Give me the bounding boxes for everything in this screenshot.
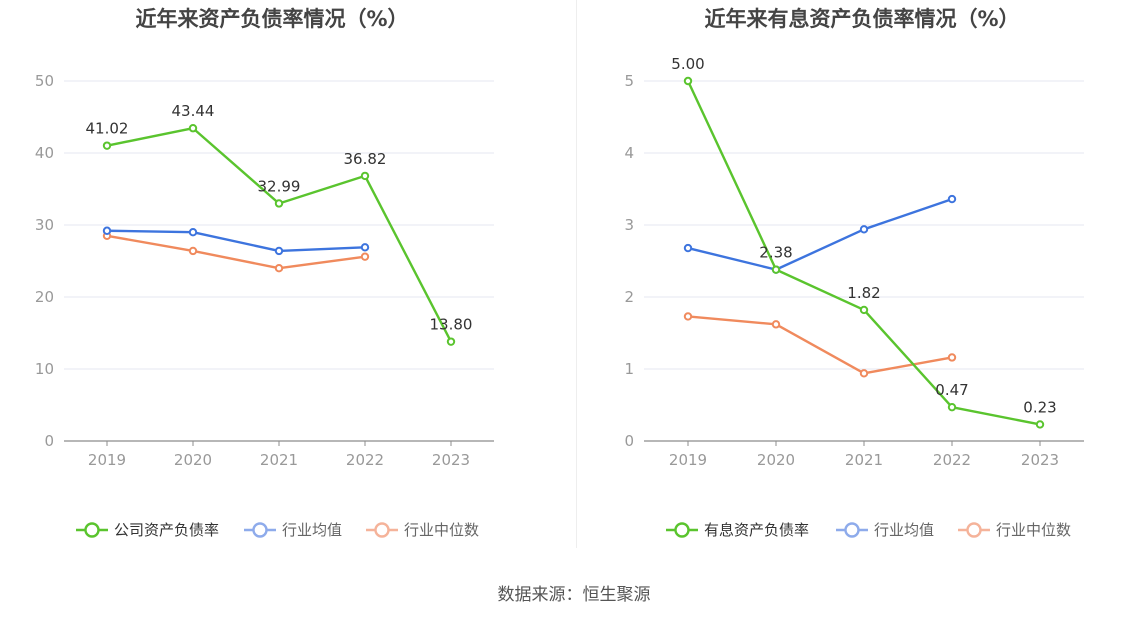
y-tick-label: 0 xyxy=(44,432,54,450)
data-point[interactable] xyxy=(102,141,112,150)
y-tick-label: 40 xyxy=(35,144,54,162)
y-tick-label: 50 xyxy=(35,72,54,90)
legend-marker xyxy=(252,522,268,538)
legend-marker xyxy=(844,522,860,538)
legend-label: 行业均值 xyxy=(874,521,934,539)
y-tick-label: 3 xyxy=(624,216,634,234)
data-point[interactable] xyxy=(274,246,284,256)
x-tick-label: 2021 xyxy=(845,451,883,469)
legend-item[interactable]: 有息资产负债率 xyxy=(666,521,809,539)
y-tick-label: 2 xyxy=(624,288,634,306)
data-point[interactable] xyxy=(771,320,781,329)
data-point[interactable] xyxy=(274,199,284,208)
y-tick-label: 0 xyxy=(624,432,634,450)
series-line xyxy=(106,127,453,343)
legend-label: 行业均值 xyxy=(282,521,342,539)
data-point[interactable] xyxy=(102,226,112,235)
legend-item[interactable]: 行业中位数 xyxy=(958,521,1071,539)
legend-marker xyxy=(966,522,982,538)
data-label: 36.82 xyxy=(344,150,387,168)
x-tick-label: 2022 xyxy=(346,451,384,469)
legend-item[interactable]: 行业均值 xyxy=(836,521,934,539)
x-tick-label: 2019 xyxy=(88,451,126,469)
interest-bearing-debt-ratio-chart: 近年来有息资产负债率情况（%） 0 1 2 3 4 5 2019 2020 2021 2022 202… xyxy=(624,7,1084,539)
series-line xyxy=(106,229,366,253)
y-tick-label: 20 xyxy=(35,288,54,306)
legend-label: 有息资产负债率 xyxy=(704,521,809,539)
data-point[interactable] xyxy=(771,265,781,274)
data-label: 0.47 xyxy=(935,381,968,399)
data-label: 41.02 xyxy=(86,120,129,138)
data-point[interactable] xyxy=(683,243,693,253)
data-point[interactable] xyxy=(446,337,456,346)
data-label: 1.82 xyxy=(847,284,880,302)
data-label: 2.38 xyxy=(759,244,792,262)
x-tick-label: 2022 xyxy=(933,451,971,469)
data-point[interactable] xyxy=(360,252,370,261)
data-point[interactable] xyxy=(188,228,198,237)
x-tick-label: 2023 xyxy=(1021,451,1059,469)
debt-ratio-chart: 近年来资产负债率情况（%） 0 10 20 30 40 50 2019 2020 2021 2022… xyxy=(35,7,494,539)
data-label: 13.80 xyxy=(430,316,473,334)
data-point[interactable] xyxy=(859,369,869,378)
data-point[interactable] xyxy=(188,124,198,133)
data-point[interactable] xyxy=(859,305,869,315)
data-point[interactable] xyxy=(683,76,693,86)
data-label: 5.00 xyxy=(671,55,704,73)
chart-title: 近年来有息资产负债率情况（%） xyxy=(704,7,1019,31)
series-line xyxy=(687,315,953,375)
data-label: 32.99 xyxy=(258,177,301,195)
data-point[interactable] xyxy=(947,402,957,412)
x-tick-label: 2019 xyxy=(669,451,707,469)
data-point[interactable] xyxy=(360,243,370,252)
legend-item[interactable]: 公司资产负债率 xyxy=(76,521,219,539)
data-point[interactable] xyxy=(683,312,693,321)
x-tick-label: 2020 xyxy=(174,451,212,469)
data-point[interactable] xyxy=(274,264,284,273)
data-point[interactable] xyxy=(360,171,370,181)
data-point[interactable] xyxy=(859,225,869,234)
data-label: 0.23 xyxy=(1023,398,1056,416)
data-label: 43.44 xyxy=(172,102,215,120)
chart-divider xyxy=(576,0,577,548)
data-point[interactable] xyxy=(188,246,198,256)
y-tick-label: 30 xyxy=(35,216,54,234)
x-tick-label: 2021 xyxy=(260,451,298,469)
data-source-text: 数据来源：恒生聚源 xyxy=(497,585,651,605)
data-point[interactable] xyxy=(947,353,957,362)
legend-item[interactable]: 行业中位数 xyxy=(366,521,479,539)
legend-label: 行业中位数 xyxy=(404,521,479,539)
series-line xyxy=(106,234,366,270)
data-point[interactable] xyxy=(947,194,957,204)
legend-label: 公司资产负债率 xyxy=(114,521,219,539)
x-tick-label: 2023 xyxy=(432,451,470,469)
y-tick-label: 5 xyxy=(624,72,634,90)
legend-marker xyxy=(374,522,390,538)
chart-title: 近年来资产负债率情况（%） xyxy=(135,7,408,31)
legend-marker xyxy=(84,522,100,538)
series-line xyxy=(687,197,953,271)
x-tick-label: 2020 xyxy=(757,451,795,469)
y-tick-label: 4 xyxy=(624,144,634,162)
data-point[interactable] xyxy=(1035,420,1045,429)
y-tick-label: 10 xyxy=(35,360,54,378)
legend-label: 行业中位数 xyxy=(996,521,1071,539)
legend-item[interactable]: 行业均值 xyxy=(244,521,342,539)
y-tick-label: 1 xyxy=(624,360,634,378)
legend-marker xyxy=(674,522,690,538)
